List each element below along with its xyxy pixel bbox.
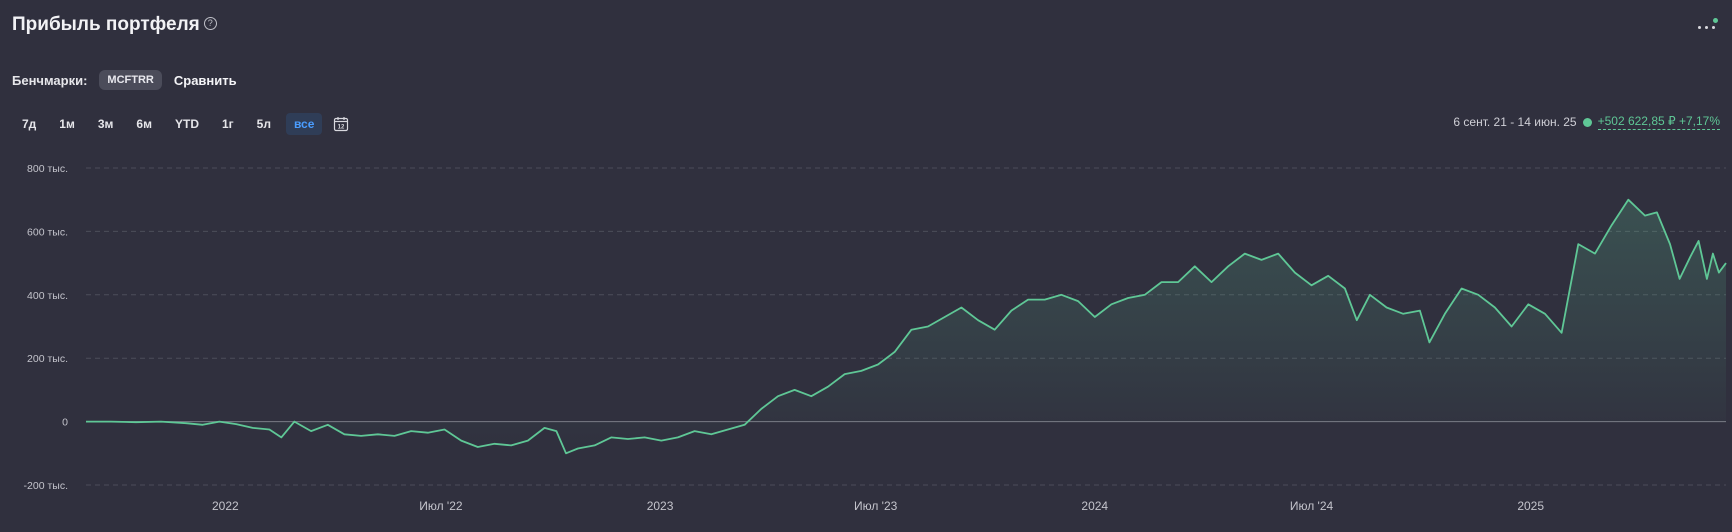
more-dots-icon xyxy=(1712,26,1715,29)
x-tick-label: Июл '22 xyxy=(419,499,463,513)
period-selector: 7д 1м 3м 6м YTD 1г 5л все 12 xyxy=(14,113,349,135)
page-title: Прибыль портфеля ? xyxy=(12,14,217,36)
y-tick-label: 400 тыс. xyxy=(27,290,68,302)
benchmarks-label: Бенчмарки: xyxy=(12,72,88,88)
notification-dot-icon xyxy=(1713,18,1718,23)
x-tick-label: 2022 xyxy=(212,499,239,513)
page-title-text: Прибыль портфеля xyxy=(12,14,200,35)
period-1y[interactable]: 1г xyxy=(221,117,234,131)
gain-value[interactable]: +502 622,85 ₽ +7,17% xyxy=(1597,114,1720,130)
x-tick-label: Июл '24 xyxy=(1290,499,1334,513)
more-dots-icon xyxy=(1705,26,1708,29)
benchmark-chip[interactable]: MCFTRR xyxy=(99,70,162,90)
compare-button[interactable]: Сравнить xyxy=(173,72,237,88)
more-options-button[interactable] xyxy=(1696,18,1718,32)
series-area xyxy=(86,199,1726,454)
period-5y[interactable]: 5л xyxy=(256,117,271,131)
period-6m[interactable]: 6м xyxy=(136,117,152,131)
status-dot-icon xyxy=(1582,117,1592,127)
y-tick-label: 800 тыс. xyxy=(27,163,68,175)
benchmarks-row: Бенчмарки: MCFTRR Сравнить xyxy=(12,70,237,90)
calendar-icon[interactable]: 12 xyxy=(333,116,349,132)
x-tick-label: 2024 xyxy=(1081,499,1108,513)
period-7d[interactable]: 7д xyxy=(22,117,37,131)
help-icon[interactable]: ? xyxy=(203,17,217,30)
x-tick-label: 2023 xyxy=(647,499,674,513)
series-line[interactable] xyxy=(86,198,1727,455)
svg-text:12: 12 xyxy=(338,125,345,131)
more-dots-icon xyxy=(1698,26,1701,29)
y-tick-label: 200 тыс. xyxy=(27,353,68,365)
y-tick-label: 0 xyxy=(62,417,68,429)
y-tick-label: -200 тыс. xyxy=(24,480,68,492)
y-tick-label: 600 тыс. xyxy=(27,226,68,238)
date-range: 6 сент. 21 - 14 июн. 25 xyxy=(1453,115,1577,129)
period-ytd[interactable]: YTD xyxy=(174,117,199,131)
summary: 6 сент. 21 - 14 июн. 25 +502 622,85 ₽ +7… xyxy=(1453,114,1720,130)
period-3m[interactable]: 3м xyxy=(97,117,114,131)
x-tick-label: 2025 xyxy=(1517,499,1544,513)
period-1m[interactable]: 1м xyxy=(59,117,75,131)
x-tick-label: Июл '23 xyxy=(854,499,898,513)
period-all[interactable]: все xyxy=(285,113,323,135)
